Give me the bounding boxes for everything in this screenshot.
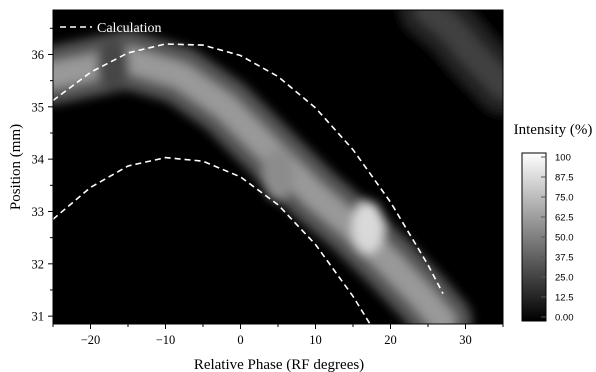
calculation-curve-1 xyxy=(53,156,371,324)
y-tick-label: 35 xyxy=(32,100,45,114)
colorbar-tick-label: 25.0 xyxy=(555,273,574,284)
y-tick-label: 32 xyxy=(32,257,45,271)
intensity-ridge-core-1 xyxy=(415,10,503,99)
y-tick-label: 34 xyxy=(32,153,45,167)
x-axis-title: Relative Phase (RF degrees) xyxy=(194,357,364,372)
colorbar: 100 87.5 75.0 62.5 50.0 37.5 25.0 12.5 0.00 xyxy=(521,152,574,324)
colorbar-tick-label: 62.5 xyxy=(555,213,574,224)
colorbar-tick-label: 12.5 xyxy=(555,293,574,304)
y-axis-title: Position (mm) xyxy=(8,124,24,210)
y-tick-label: 33 xyxy=(32,205,45,219)
x-axis: −20 −10 0 10 20 30 xyxy=(52,324,504,347)
intensity-ridge-core-0 xyxy=(53,46,456,324)
x-tick-label: 10 xyxy=(309,333,322,347)
x-tick-label: 30 xyxy=(459,333,472,347)
colorbar-tick-label: 37.5 xyxy=(555,253,574,264)
x-tick-label: −20 xyxy=(81,333,101,347)
x-tick-label: 0 xyxy=(237,333,243,347)
y-axis: 31 32 33 34 35 36 xyxy=(32,27,53,324)
legend-label: Calculation xyxy=(97,21,162,36)
x-tick-label: −10 xyxy=(156,333,176,347)
colorbar-title: Intensity (%) xyxy=(514,122,593,138)
calculation-curve-0 xyxy=(53,43,444,294)
legend: Calculation xyxy=(60,21,162,36)
colorbar-tick-label: 100 xyxy=(555,153,571,164)
calculation-curves xyxy=(53,43,444,324)
colorbar-tick-label: 75.0 xyxy=(555,193,574,204)
colorbar-tick-label: 87.5 xyxy=(555,173,574,184)
colorbar-tick-label: 50.0 xyxy=(555,233,574,244)
intensity-hotspot-0 xyxy=(352,201,384,254)
intensity-hotspot-1 xyxy=(262,148,294,201)
x-tick-label: 20 xyxy=(384,333,397,347)
colorbar-tick-label: 0.00 xyxy=(555,313,574,324)
y-tick-label: 36 xyxy=(32,48,45,62)
intensity-hotspot-2 xyxy=(97,38,129,91)
y-tick-label: 31 xyxy=(32,310,45,324)
intensity-layer xyxy=(53,10,503,324)
